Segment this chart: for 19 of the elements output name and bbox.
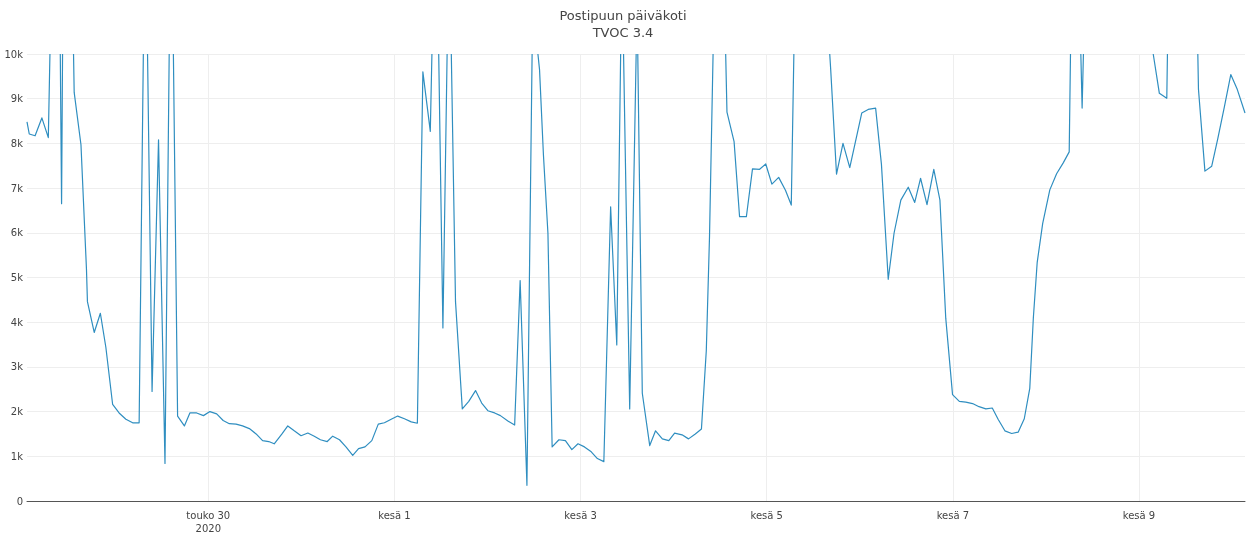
x-tick-label: touko 30 2020 — [186, 510, 231, 534]
chart-title: Postipuun päiväkoti — [559, 8, 687, 23]
x-tick-label: kesä 1 — [378, 510, 411, 521]
y-tick-label: 10k — [4, 48, 24, 60]
y-tick-label: 3k — [10, 361, 24, 373]
x-tick-label: kesä 5 — [750, 510, 783, 521]
y-tick-label: 4k — [10, 316, 24, 328]
y-tick-label: 0 — [16, 495, 23, 507]
chart-subtitle: TVOC 3.4 — [591, 25, 654, 40]
x-tick-label: kesä 7 — [936, 510, 970, 521]
y-tick-label: 6k — [10, 227, 24, 239]
x-tick-label: kesä 9 — [1122, 510, 1156, 521]
y-tick-label: 1k — [10, 450, 24, 462]
y-tick-label: 8k — [10, 137, 24, 149]
y-tick-label: 9k — [10, 93, 24, 105]
y-tick-label: 5k — [10, 272, 24, 283]
x-tick-label: kesä 3 — [564, 510, 597, 521]
y-tick-label: 7k — [10, 182, 24, 194]
y-tick-label: 2k — [10, 406, 24, 418]
